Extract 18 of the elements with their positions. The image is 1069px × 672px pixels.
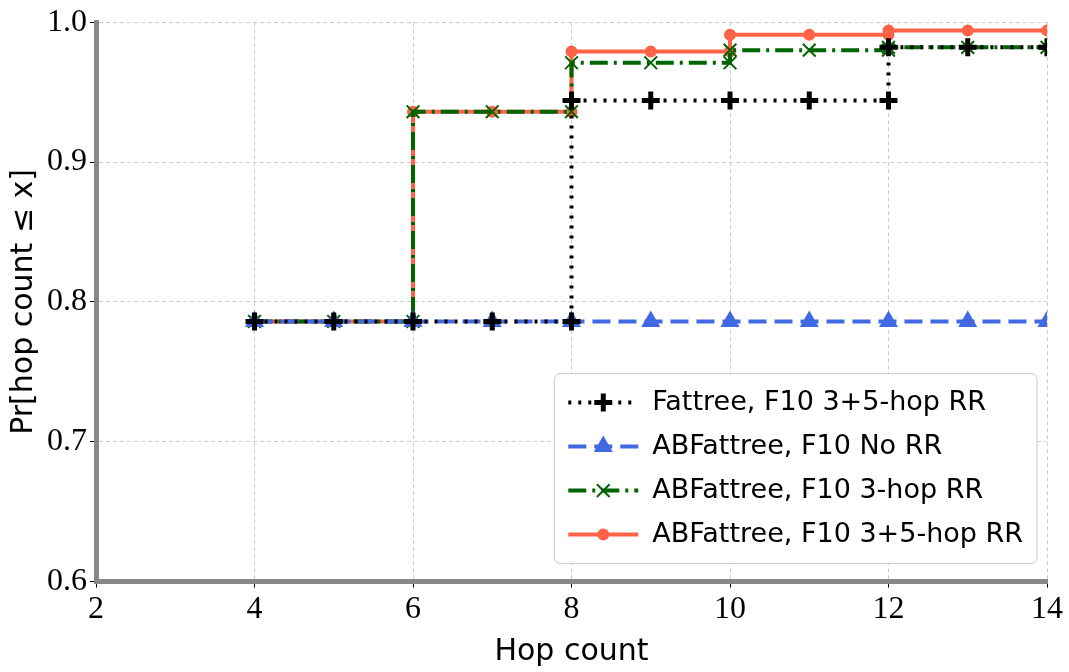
legend-label: Fattree, F10 3+5-hop RR [652,384,987,416]
y-tick-label: 0.9 [47,141,87,178]
y-tick-label: 0.6 [47,561,87,598]
y-tick-label: 1.0 [47,1,87,38]
legend-label: ABFattree, F10 3-hop RR [652,472,984,504]
legend-label: ABFattree, F10 3+5-hop RR [652,516,1024,548]
y-axis-title: Pr[hop count ≤ x] [3,168,39,435]
x-tick-label: 12 [872,589,905,626]
x-tick-label: 6 [405,589,421,626]
y-tick-label: 0.8 [47,281,87,318]
x-tick-label: 8 [563,589,580,626]
legend-label: ABFattree, F10 No RR [652,428,943,460]
x-tick-label: 10 [714,589,746,626]
x-tick-label: 2 [88,589,104,626]
x-axis-title: Hop count [494,631,649,667]
y-tick-label: 0.7 [47,421,87,458]
x-tick-label: 4 [246,589,263,626]
x-tick-label: 14 [1031,589,1063,626]
